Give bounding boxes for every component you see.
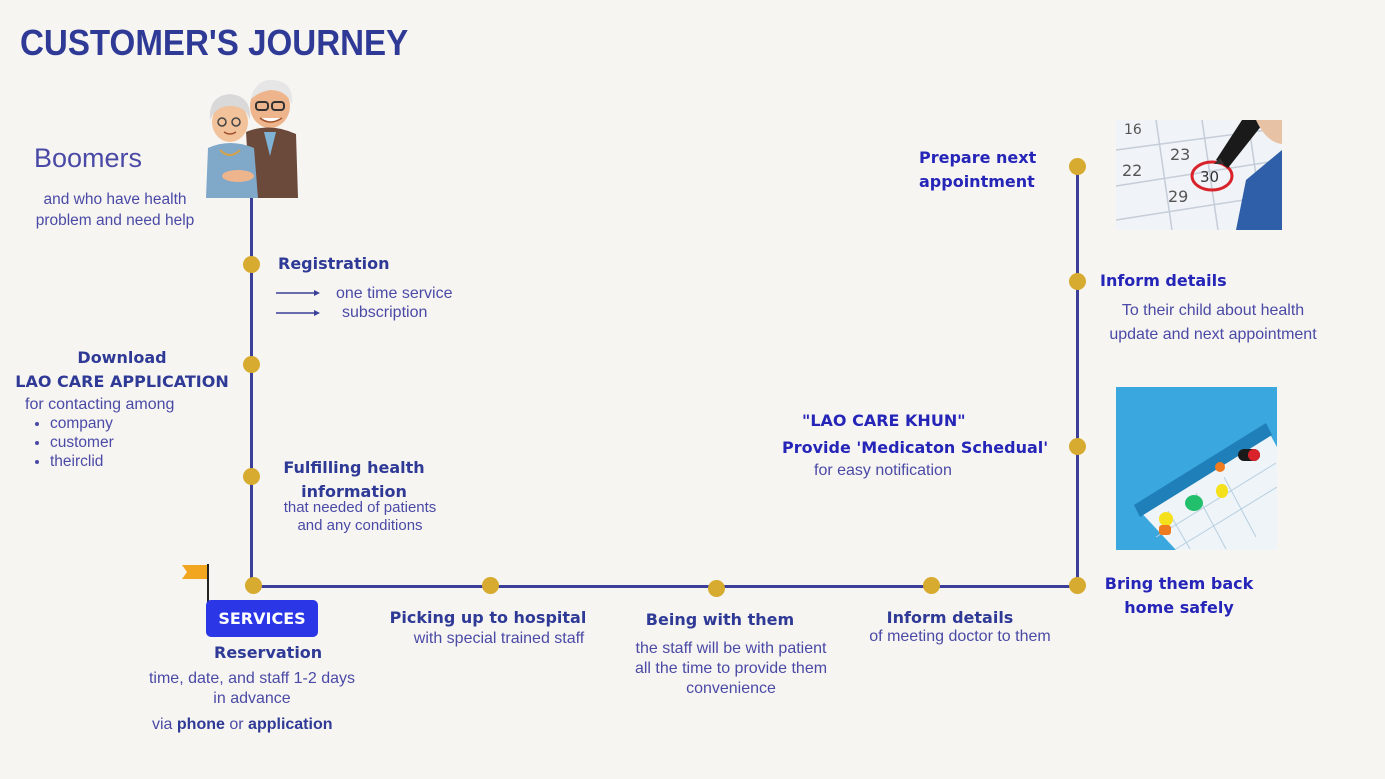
- fulfilling-line1: Fulfilling health: [283, 458, 425, 477]
- step-dot-registration: [243, 256, 260, 273]
- arrow-icon: [276, 290, 320, 296]
- registration-heading: Registration: [278, 254, 390, 273]
- list-item: company: [50, 414, 114, 433]
- svg-text:23: 23: [1170, 145, 1190, 164]
- step-dot-services: [245, 577, 262, 594]
- inform-child-description: To their child about health update and n…: [1090, 299, 1336, 347]
- elderly-couple-image: [206, 79, 298, 198]
- fulfilling-description: that needed of patients and any conditio…: [262, 499, 458, 535]
- step-dot-picking: [482, 577, 499, 594]
- download-line1: Download: [77, 348, 167, 367]
- flag-icon: [182, 564, 209, 604]
- reservation-description: time, date, and staff 1-2 days in advanc…: [132, 669, 372, 709]
- fulfilling-desc-line2: and any conditions: [297, 517, 423, 534]
- step-dot-lao-care-khun: [1069, 438, 1086, 455]
- medication-schedule-heading: Provide 'Medicaton Schedual': [782, 438, 1049, 457]
- step-dot-bring-back: [1069, 577, 1086, 594]
- being-heading: Being with them: [645, 610, 795, 629]
- journey-line-bottom: [250, 585, 1079, 588]
- page-title: CUSTOMER'S JOURNEY: [20, 22, 409, 63]
- reservation-heading: Reservation: [214, 643, 323, 662]
- journey-line-right: [1076, 166, 1079, 588]
- svg-text:30: 30: [1200, 168, 1219, 186]
- boomers-heading: Boomers: [34, 143, 143, 173]
- download-description: for contacting among: [25, 396, 175, 413]
- inform-child-heading: Inform details: [1100, 271, 1227, 290]
- being-desc-line1: the staff will be with patient: [635, 640, 827, 657]
- fulfilling-heading: Fulfilling health information: [270, 456, 438, 504]
- boomers-desc-line2: problem and need help: [35, 212, 195, 229]
- step-dot-being: [708, 580, 725, 597]
- reservation-desc-line2: in advance: [213, 690, 291, 707]
- download-contact-list: company customer theirclid: [24, 414, 114, 471]
- being-desc-line3: convenience: [686, 680, 776, 697]
- download-heading: Download LAO CARE APPLICATION: [14, 346, 230, 394]
- boomers-description: and who have health problem and need hel…: [20, 189, 210, 231]
- reservation-desc-line1: time, date, and staff 1-2 days: [148, 670, 356, 687]
- prepare-heading: Prepare next appointment: [919, 146, 1036, 194]
- registration-option-subscription: subscription: [342, 304, 428, 321]
- step-dot-fulfilling: [243, 468, 260, 485]
- services-button[interactable]: SERVICES: [206, 600, 318, 637]
- application-text: application: [248, 716, 333, 733]
- lao-care-khun-description: for easy notification: [814, 462, 952, 479]
- calendar-image: 16 22 23 29 30: [1116, 120, 1282, 230]
- or-text: or: [229, 716, 244, 733]
- fulfilling-desc-line1: that needed of patients: [283, 499, 437, 516]
- step-dot-inform-doctor: [923, 577, 940, 594]
- fulfilling-line2: information: [301, 482, 407, 501]
- step-dot-prepare: [1069, 158, 1086, 175]
- step-dot-download: [243, 356, 260, 373]
- boomers-desc-line1: and who have health: [43, 191, 187, 208]
- being-description: the staff will be with patient all the t…: [612, 639, 850, 699]
- reservation-via: via phone or application: [152, 716, 333, 734]
- prepare-line2: appointment: [919, 172, 1035, 191]
- bring-back-line2: home safely: [1124, 598, 1234, 617]
- inform-child-desc-line2: update and next appointment: [1109, 326, 1317, 343]
- via-text: via: [152, 716, 173, 733]
- inform-doctor-heading: Inform details: [886, 608, 1014, 627]
- download-line2: LAO CARE APPLICATION: [15, 372, 229, 391]
- inform-doctor-description: of meeting doctor to them: [869, 628, 1051, 645]
- journey-line-left: [250, 190, 253, 588]
- lao-care-khun-heading: "LAO CARE KHUN": [802, 411, 966, 430]
- inform-child-desc-line1: To their child about health: [1121, 302, 1305, 319]
- svg-text:29: 29: [1168, 187, 1188, 206]
- arrow-icon: [276, 310, 320, 316]
- list-item: customer: [50, 433, 114, 452]
- svg-text:22: 22: [1122, 161, 1142, 180]
- being-desc-line2: all the time to provide them: [634, 660, 828, 677]
- bring-back-heading: Bring them back home safely: [1090, 572, 1268, 620]
- picking-description: with special trained staff: [413, 630, 585, 647]
- list-item: theirclid: [50, 452, 114, 471]
- svg-text:16: 16: [1124, 122, 1142, 138]
- prepare-line1: Prepare next: [919, 148, 1037, 167]
- phone-text: phone: [176, 716, 225, 733]
- bring-back-line1: Bring them back: [1104, 574, 1254, 593]
- picking-heading: Picking up to hospital: [389, 608, 587, 627]
- registration-option-one-time: one time service: [336, 285, 453, 302]
- pill-schedule-image: [1116, 387, 1277, 550]
- step-dot-inform-child: [1069, 273, 1086, 290]
